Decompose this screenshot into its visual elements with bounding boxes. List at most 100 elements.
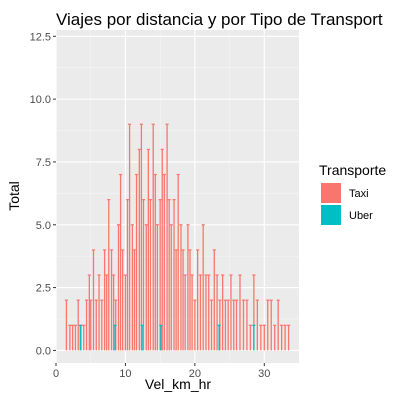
legend: Transporte Taxi Uber (319, 162, 386, 225)
bar-taxi (69, 325, 71, 351)
x-axis: 0 10 20 30 (53, 363, 270, 380)
bar-taxi (263, 325, 265, 351)
bar-taxi (267, 300, 269, 351)
bar-taxi (72, 325, 74, 351)
legend-key-uber (321, 205, 341, 225)
bar-taxi (166, 124, 168, 351)
bar-taxi (246, 300, 248, 351)
bar-taxi (83, 325, 85, 351)
x-tick-label: 0 (53, 368, 59, 380)
bar-taxi (221, 275, 224, 351)
bar-taxi (196, 249, 199, 351)
legend-label-uber: Uber (349, 210, 373, 222)
bar-taxi (210, 300, 213, 351)
bar-taxi (156, 224, 159, 351)
bar-taxi (65, 300, 68, 351)
bar-taxi (175, 249, 177, 351)
bar-taxi (106, 275, 108, 351)
bar-taxi (182, 249, 184, 351)
bar-taxi (147, 149, 149, 351)
bar-uber (253, 325, 255, 351)
bar-taxi (140, 124, 143, 351)
bar-taxi (138, 149, 140, 351)
bar-taxi (122, 249, 124, 351)
bar-taxi (74, 325, 77, 351)
bar-taxi (173, 199, 175, 351)
x-tick-label: 30 (258, 368, 270, 380)
bar-taxi (103, 249, 106, 351)
bar-taxi (101, 300, 103, 351)
bar-taxi (202, 224, 204, 351)
bar-taxi (242, 300, 245, 351)
bar-taxi (128, 124, 131, 351)
bar-taxi (88, 275, 90, 351)
bar-taxi (124, 275, 127, 351)
legend-key-taxi (321, 183, 341, 203)
bar-taxi (205, 275, 207, 351)
bar-taxi (239, 275, 241, 351)
bar-uber (160, 325, 162, 351)
bars (64, 123, 291, 351)
y-tick-label: 0.0 (36, 345, 51, 357)
bar-taxi (117, 224, 120, 351)
bar-uber (114, 325, 116, 351)
bar-taxi (227, 300, 229, 351)
x-tick-label: 20 (189, 368, 201, 380)
bar-taxi (149, 199, 152, 351)
bar-taxi (131, 224, 134, 351)
bar-taxi (145, 224, 147, 351)
bar-taxi (249, 325, 252, 351)
y-tick-label: 2.5 (36, 283, 51, 295)
bar-taxi (159, 199, 161, 351)
bar-uber (79, 325, 81, 351)
legend-title: Transporte (319, 162, 386, 178)
bar-taxi (284, 325, 286, 351)
bar-taxi (270, 300, 272, 351)
bar-taxi (108, 199, 110, 351)
bar-taxi (253, 275, 255, 351)
bar-taxi (280, 325, 283, 351)
bar-taxi (168, 199, 170, 351)
bar-taxi (199, 275, 202, 351)
x-axis-title: Vel_km_hr (145, 376, 211, 392)
bar-taxi (230, 275, 232, 351)
bar-taxi (187, 224, 189, 351)
bar-taxi (274, 325, 276, 351)
bar-taxi (133, 249, 136, 351)
bar-taxi (170, 224, 172, 351)
y-tick-label: 7.5 (36, 157, 51, 169)
bar-taxi (126, 199, 129, 351)
y-axis-title: Total (6, 181, 22, 211)
y-tick-label: 10.0 (30, 94, 51, 106)
bar-uber (218, 325, 220, 351)
bar-taxi (194, 300, 196, 351)
bar-taxi (233, 300, 235, 351)
bar-taxi (180, 224, 182, 351)
bar-taxi (163, 174, 165, 351)
bar-taxi (224, 300, 227, 351)
bar-taxi (98, 275, 100, 351)
chart-title: Viajes por distancia y por Tipo de Trans… (56, 10, 383, 29)
bar-taxi (191, 275, 193, 351)
plot-panel (56, 30, 299, 363)
bar-taxi (235, 300, 238, 351)
bar-taxi (277, 300, 279, 351)
bar-uber (141, 325, 143, 351)
bar-taxi (287, 325, 290, 351)
bar-taxi (216, 275, 218, 351)
bar-taxi (77, 300, 79, 351)
bar-taxi (92, 249, 95, 351)
bar-taxi (135, 174, 138, 351)
bar-taxi (110, 249, 113, 351)
bar-taxi (177, 174, 179, 351)
y-axis: 0.0 2.5 5.0 7.5 10.0 12.5 (30, 31, 56, 357)
bar-taxi (119, 174, 122, 351)
bar-taxi (260, 325, 262, 351)
bar-taxi (161, 149, 163, 351)
bar-taxi (208, 275, 210, 351)
bar-taxi (142, 199, 145, 351)
bar-taxi (90, 300, 92, 351)
bar-taxi (85, 300, 88, 351)
x-tick-label: 10 (119, 368, 131, 380)
